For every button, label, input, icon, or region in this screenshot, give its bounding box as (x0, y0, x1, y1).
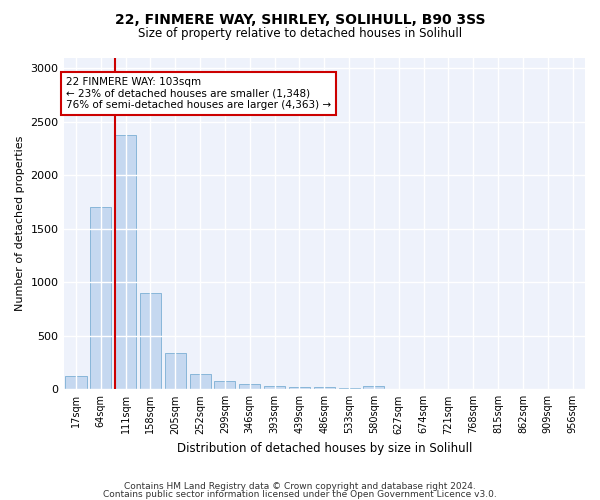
Bar (90, 208, 112, 390)
Bar (338, 388, 359, 390)
Bar (239, 384, 260, 390)
Text: Contains public sector information licensed under the Open Government Licence v3: Contains public sector information licen… (103, 490, 497, 499)
X-axis label: Distribution of detached houses by size in Solihull: Distribution of detached houses by size … (176, 442, 472, 455)
Bar (65, 376, 86, 390)
Bar (364, 386, 385, 390)
Bar (314, 387, 335, 390)
Bar (289, 386, 310, 390)
Text: 22, FINMERE WAY, SHIRLEY, SOLIHULL, B90 3SS: 22, FINMERE WAY, SHIRLEY, SOLIHULL, B90 … (115, 12, 485, 26)
Y-axis label: Number of detached properties: Number of detached properties (15, 136, 25, 311)
Bar (165, 353, 186, 390)
Bar (214, 382, 235, 390)
Bar (190, 374, 211, 390)
Text: 22 FINMERE WAY: 103sqm
← 23% of detached houses are smaller (1,348)
76% of semi-: 22 FINMERE WAY: 103sqm ← 23% of detached… (66, 77, 331, 110)
Text: Size of property relative to detached houses in Solihull: Size of property relative to detached ho… (138, 28, 462, 40)
Bar (115, 134, 136, 390)
Bar (140, 293, 161, 390)
Bar (264, 386, 285, 390)
Text: Contains HM Land Registry data © Crown copyright and database right 2024.: Contains HM Land Registry data © Crown c… (124, 482, 476, 491)
